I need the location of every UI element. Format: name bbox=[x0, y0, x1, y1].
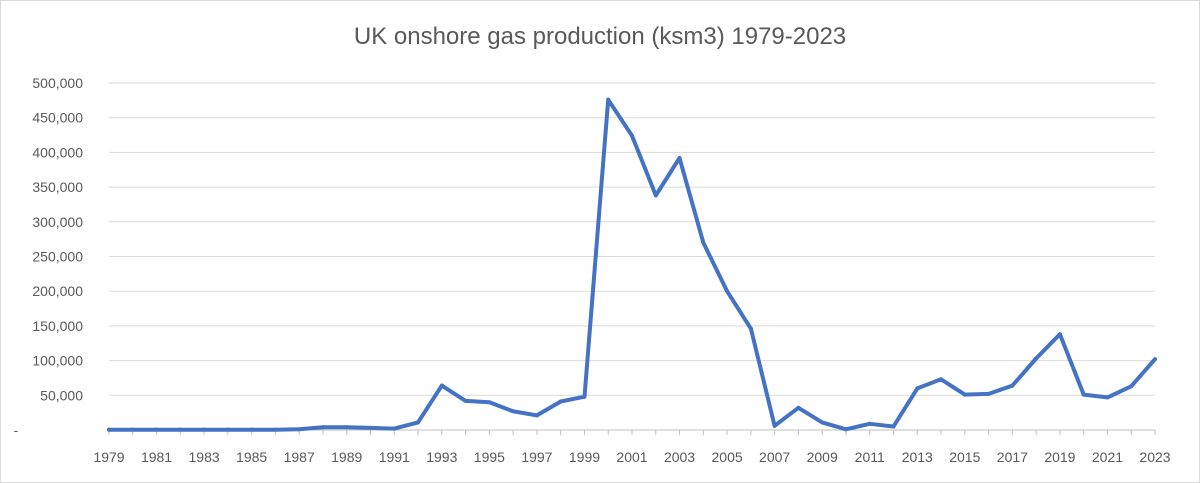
x-tick-label: 1993 bbox=[426, 449, 457, 465]
data-point bbox=[511, 409, 516, 414]
x-tick-label: 2011 bbox=[855, 449, 885, 465]
series-line bbox=[107, 97, 1157, 432]
data-point bbox=[653, 193, 658, 198]
data-point bbox=[487, 400, 492, 405]
data-point bbox=[1105, 395, 1110, 400]
y-tick-label: 400,000 bbox=[32, 144, 83, 160]
data-point bbox=[677, 155, 682, 160]
x-tick-label: 2015 bbox=[949, 449, 980, 465]
data-point bbox=[202, 427, 207, 432]
y-axis-tick-labels: - 50,000 100,000 150,000 200,000 250,000 300,0… bbox=[14, 75, 84, 438]
x-tick-label: 2019 bbox=[1044, 449, 1075, 465]
data-point bbox=[1057, 332, 1062, 337]
data-point bbox=[796, 405, 801, 410]
data-point bbox=[962, 392, 967, 397]
x-tick-label: 2017 bbox=[997, 449, 1028, 465]
x-tick-label: 2003 bbox=[664, 449, 695, 465]
x-tick-label: 2007 bbox=[759, 449, 790, 465]
y-tick-label: 500,000 bbox=[32, 75, 83, 91]
data-point bbox=[1010, 383, 1015, 388]
y-tick-label: 50,000 bbox=[40, 387, 83, 403]
x-tick-label: 2001 bbox=[616, 449, 647, 465]
data-point bbox=[1081, 392, 1086, 397]
series-layer bbox=[107, 97, 1157, 432]
x-tick-label: 1981 bbox=[141, 449, 172, 465]
data-point bbox=[1129, 384, 1134, 389]
y-tick-label: 450,000 bbox=[32, 110, 83, 126]
x-tick-label: 2023 bbox=[1139, 449, 1170, 465]
data-point bbox=[416, 420, 421, 425]
y-tick-label: 300,000 bbox=[32, 214, 83, 230]
data-point bbox=[843, 427, 848, 432]
data-point bbox=[915, 386, 920, 391]
data-point bbox=[772, 423, 777, 428]
data-point bbox=[320, 425, 325, 430]
data-point bbox=[986, 391, 991, 396]
x-tick-label: 2005 bbox=[712, 449, 743, 465]
data-point bbox=[939, 377, 944, 382]
y-tick-label: 100,000 bbox=[32, 353, 83, 369]
data-point bbox=[606, 97, 611, 102]
y-tick-label: 150,000 bbox=[32, 318, 83, 334]
data-point bbox=[225, 427, 230, 432]
data-point bbox=[701, 240, 706, 245]
data-point bbox=[582, 394, 587, 399]
data-point bbox=[867, 421, 872, 426]
x-tick-label: 1991 bbox=[379, 449, 410, 465]
data-point bbox=[273, 427, 278, 432]
data-point bbox=[249, 427, 254, 432]
data-point bbox=[630, 133, 634, 138]
x-tick-label: 1979 bbox=[93, 449, 124, 465]
x-tick-label: 1995 bbox=[474, 449, 505, 465]
data-point bbox=[534, 413, 539, 418]
x-tick-label: 1999 bbox=[569, 449, 600, 465]
x-tick-label: 1997 bbox=[521, 449, 552, 465]
x-tick-label: 1987 bbox=[284, 449, 315, 465]
gridlines bbox=[108, 82, 1156, 435]
data-point bbox=[820, 420, 825, 425]
x-tick-label: 1983 bbox=[189, 449, 220, 465]
x-tick-label: 2013 bbox=[902, 449, 933, 465]
data-point bbox=[344, 425, 349, 430]
data-point bbox=[891, 424, 896, 429]
data-point bbox=[1034, 356, 1039, 361]
data-point bbox=[725, 289, 730, 294]
data-point bbox=[107, 427, 111, 432]
data-point bbox=[178, 427, 183, 432]
data-point bbox=[368, 425, 373, 430]
x-tick-label: 2021 bbox=[1092, 449, 1123, 465]
data-point bbox=[130, 427, 135, 432]
data-point bbox=[558, 399, 563, 404]
y-tick-label: - bbox=[14, 422, 19, 438]
data-point bbox=[392, 426, 397, 431]
data-point bbox=[463, 398, 468, 403]
x-tick-label: 1989 bbox=[331, 449, 362, 465]
y-tick-label: 250,000 bbox=[32, 249, 83, 265]
data-point bbox=[439, 383, 444, 388]
x-axis-tick-labels: 1979 1981 1983 1985 1987 1989 1991 1993 1995 1997… bbox=[93, 449, 1170, 465]
y-tick-label: 350,000 bbox=[32, 179, 83, 195]
data-point bbox=[748, 326, 753, 331]
y-tick-label: 200,000 bbox=[32, 283, 83, 299]
chart-title: UK onshore gas production (ksm3) 1979-20… bbox=[353, 23, 847, 50]
data-point bbox=[297, 427, 302, 432]
x-tick-label: 1985 bbox=[236, 449, 267, 465]
data-point bbox=[154, 427, 159, 432]
data-point bbox=[1153, 357, 1157, 362]
x-tick-label: 2009 bbox=[807, 449, 838, 465]
